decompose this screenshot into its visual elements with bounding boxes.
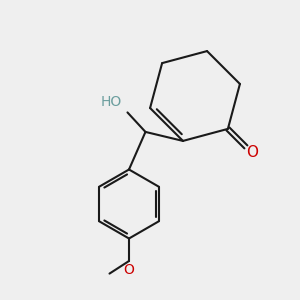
Text: O: O <box>246 146 258 160</box>
Text: O: O <box>124 262 134 277</box>
Text: HO: HO <box>101 95 122 110</box>
